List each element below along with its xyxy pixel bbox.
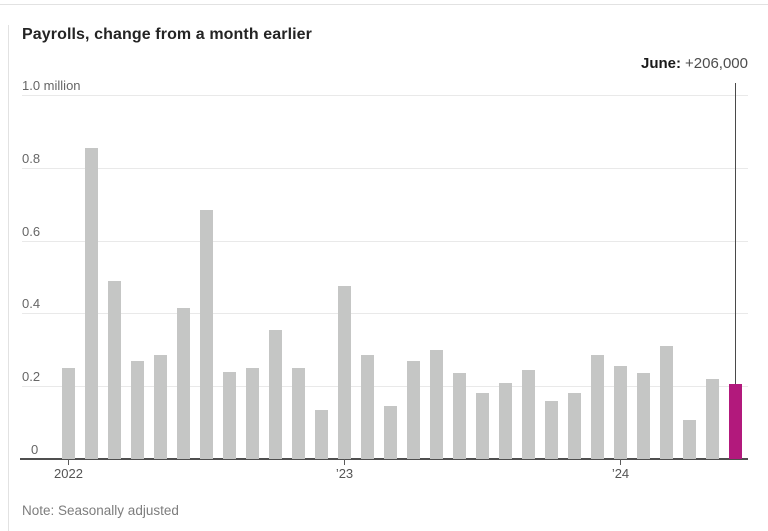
y-axis-label: 1.0 million <box>22 78 81 93</box>
bar <box>614 366 627 459</box>
gridline <box>22 240 748 242</box>
x-tick <box>343 459 346 465</box>
bar <box>660 346 673 459</box>
june-annotation: June: +206,000 <box>641 55 748 72</box>
gridline <box>22 313 748 315</box>
x-axis-label: ’23 <box>335 466 354 481</box>
bar <box>545 401 558 459</box>
x-tick <box>619 459 622 465</box>
bar <box>131 361 144 459</box>
bar <box>453 373 466 459</box>
bar <box>361 355 374 459</box>
y-axis-label: 0.8 <box>22 150 41 166</box>
y-axis-label: 0.2 <box>22 369 41 385</box>
y-axis-label: 0.4 <box>22 296 41 312</box>
bar <box>246 368 259 459</box>
top-border-rule <box>0 4 768 5</box>
left-border-rule <box>8 25 9 531</box>
x-axis-baseline <box>20 458 748 460</box>
reference-line <box>734 83 736 384</box>
gridline <box>22 95 748 96</box>
annotation-value: +206,000 <box>685 55 748 72</box>
bar <box>637 373 650 459</box>
bar <box>338 286 351 459</box>
annotation-month-label: June: <box>641 55 682 72</box>
y-axis-label: 0 <box>31 442 39 457</box>
bar <box>384 406 397 459</box>
bar <box>292 368 305 459</box>
x-axis-label: 2022 <box>54 466 83 481</box>
bar <box>108 281 121 459</box>
bar <box>407 361 420 459</box>
gridline <box>22 386 748 388</box>
chart-note: Note: Seasonally adjusted <box>22 503 179 518</box>
bar-june-highlight <box>729 384 742 459</box>
bar <box>269 330 282 459</box>
bar <box>200 210 213 459</box>
bar <box>499 383 512 459</box>
x-axis-label: ’24 <box>611 466 630 481</box>
bar <box>177 308 190 459</box>
bar <box>706 379 719 459</box>
bar <box>683 420 696 459</box>
bar <box>85 148 98 459</box>
y-axis-label: 0.6 <box>22 223 41 239</box>
bar <box>591 355 604 459</box>
chart-title: Payrolls, change from a month earlier <box>22 26 313 43</box>
gridline <box>22 167 748 169</box>
bar <box>430 350 443 459</box>
bar <box>522 370 535 459</box>
bar <box>315 410 328 459</box>
bar <box>568 393 581 459</box>
bar <box>476 393 489 459</box>
bar <box>223 372 236 459</box>
bar <box>62 368 75 459</box>
x-tick <box>67 459 70 465</box>
bar <box>154 355 167 459</box>
